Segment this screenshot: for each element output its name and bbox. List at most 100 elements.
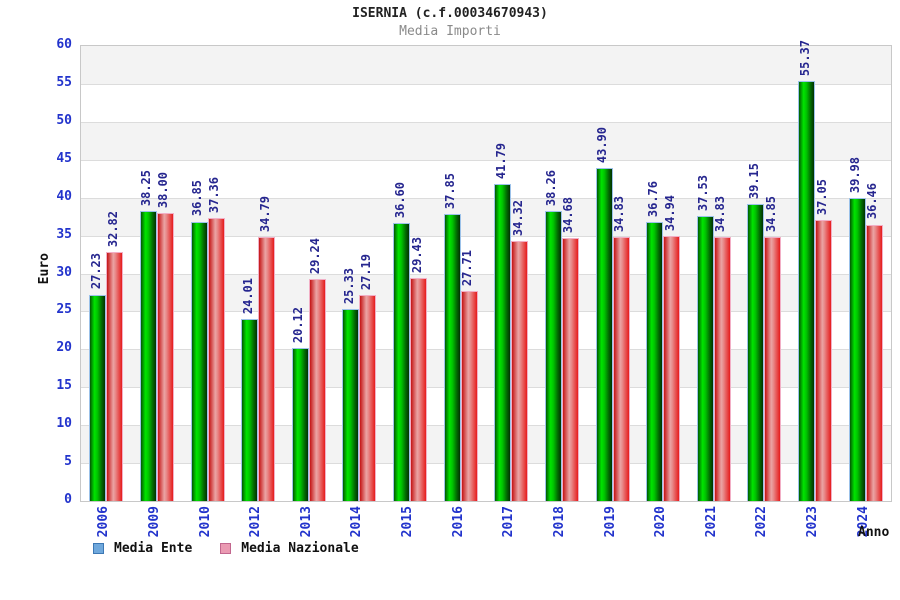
y-tick-label: 20 [56, 340, 72, 356]
gridline [81, 387, 891, 389]
value-label-media-ente: 36.60 [392, 182, 407, 219]
bar-media-ente-2019 [595, 168, 613, 501]
x-tick-label-2020: 2020 [653, 506, 669, 538]
x-tick-label-2019: 2019 [602, 506, 618, 538]
value-label-media-ente: 36.85 [190, 180, 205, 217]
gridline [81, 425, 891, 427]
bar-media-nazionale-2018 [561, 238, 579, 501]
value-label-media-nazionale: 36.46 [865, 183, 880, 220]
bar-media-nazionale-2017 [511, 240, 529, 501]
bar-media-ente-2006 [89, 294, 107, 501]
value-label-media-nazionale: 27.19 [358, 253, 373, 290]
background-band [81, 159, 891, 198]
value-label-media-nazionale: 27.71 [460, 249, 475, 286]
gridline [81, 463, 891, 465]
value-label-media-ente: 24.01 [240, 277, 255, 314]
bar-media-nazionale-2023 [815, 220, 833, 501]
gridline [81, 311, 891, 313]
bar-media-ente-2010 [190, 221, 208, 501]
chart-title: ISERNIA (c.f.00034670943) [352, 6, 548, 21]
y-tick-label: 10 [56, 416, 72, 432]
bar-media-ente-2012 [241, 318, 259, 501]
value-label-media-nazionale: 34.79 [257, 196, 272, 233]
bar-media-nazionale-2009 [156, 212, 174, 501]
chart-subtitle: Media Importi [399, 24, 501, 39]
bar-media-ente-2021 [696, 216, 714, 501]
value-label-media-ente: 20.12 [291, 307, 306, 344]
x-tick-label-2010: 2010 [197, 506, 213, 538]
value-label-media-nazionale: 34.83 [713, 195, 728, 232]
bar-media-ente-2014 [342, 308, 360, 501]
value-label-media-nazionale: 34.83 [612, 195, 627, 232]
value-label-media-ente: 37.85 [443, 172, 458, 209]
y-tick-label: 55 [56, 74, 72, 90]
value-label-media-nazionale: 29.24 [308, 238, 323, 275]
gridline [81, 235, 891, 237]
bar-media-nazionale-2015 [410, 277, 428, 501]
x-tick-label-2015: 2015 [400, 506, 416, 538]
y-tick-label: 5 [64, 454, 72, 470]
bar-media-nazionale-2021 [713, 236, 731, 501]
y-tick-label: 30 [56, 264, 72, 280]
gridline [81, 121, 891, 123]
value-label-media-ente: 43.90 [595, 126, 610, 164]
y-tick-label: 25 [56, 302, 72, 318]
value-label-media-ente: 39.98 [848, 156, 863, 193]
bar-media-nazionale-2019 [612, 236, 630, 501]
bar-media-nazionale-2022 [764, 236, 782, 501]
x-tick-label-2021: 2021 [703, 506, 719, 538]
bar-media-nazionale-2024 [865, 224, 883, 501]
bar-media-ente-2017 [494, 184, 512, 501]
gridline [81, 159, 891, 161]
legend-item-media-nazionale: Media Nazionale [220, 541, 359, 556]
gridline [81, 83, 891, 85]
x-tick-label-2009: 2009 [146, 506, 162, 538]
x-tick-label-2006: 2006 [96, 506, 112, 538]
x-tick-label-2018: 2018 [551, 506, 567, 538]
bar-media-ente-2018 [544, 210, 562, 501]
media-nazionale-swatch-icon [220, 543, 232, 554]
bar-media-ente-2009 [139, 210, 157, 501]
gridline [81, 197, 891, 199]
bar-media-ente-2016 [443, 213, 461, 501]
bar-media-ente-2024 [848, 197, 866, 501]
y-tick-label: 0 [64, 492, 72, 507]
value-label-media-nazionale: 34.85 [763, 195, 778, 232]
background-band [81, 83, 891, 122]
bar-media-nazionale-2010 [207, 217, 225, 501]
value-label-media-ente: 27.23 [88, 253, 103, 290]
bar-media-ente-2023 [798, 81, 816, 501]
plot-area: 27.23 32.82 38.25 38.00 36.85 37.36 24.01 34.79… [80, 40, 892, 502]
bar-media-nazionale-2016 [460, 290, 478, 501]
y-tick-label: 35 [56, 226, 72, 242]
x-tick-label-2023: 2023 [805, 506, 821, 538]
bar-media-ente-2015 [393, 223, 411, 501]
y-tick-label: 40 [56, 188, 72, 204]
x-tick-label-2017: 2017 [501, 506, 517, 538]
gridline [81, 273, 891, 275]
value-label-media-nazionale: 29.43 [409, 236, 424, 273]
value-label-media-nazionale: 34.68 [561, 196, 576, 234]
bar-media-nazionale-2006 [106, 252, 124, 501]
value-label-media-ente: 55.37 [797, 40, 812, 77]
gridline [81, 349, 891, 351]
bar-media-nazionale-2012 [258, 237, 276, 501]
legend: Media Ente Media Nazionale [93, 541, 387, 556]
value-label-media-ente: 38.26 [544, 169, 559, 206]
media-ente-swatch-icon [93, 543, 104, 554]
bar-media-ente-2013 [291, 348, 309, 501]
x-tick-label-2012: 2012 [248, 506, 264, 538]
x-tick-label-2016: 2016 [450, 506, 466, 538]
value-label-media-ente: 38.25 [139, 169, 154, 206]
bar-media-ente-2022 [747, 204, 765, 501]
value-label-media-nazionale: 32.82 [105, 211, 120, 248]
background-band [81, 46, 891, 84]
background-band [81, 121, 891, 160]
value-label-media-ente: 36.76 [645, 181, 660, 218]
bar-media-nazionale-2020 [663, 236, 681, 501]
y-tick-label: 15 [56, 378, 72, 394]
value-label-media-nazionale: 34.32 [510, 199, 525, 236]
x-axis-title: Anno [858, 525, 890, 540]
x-tick-label-2014: 2014 [349, 506, 365, 538]
